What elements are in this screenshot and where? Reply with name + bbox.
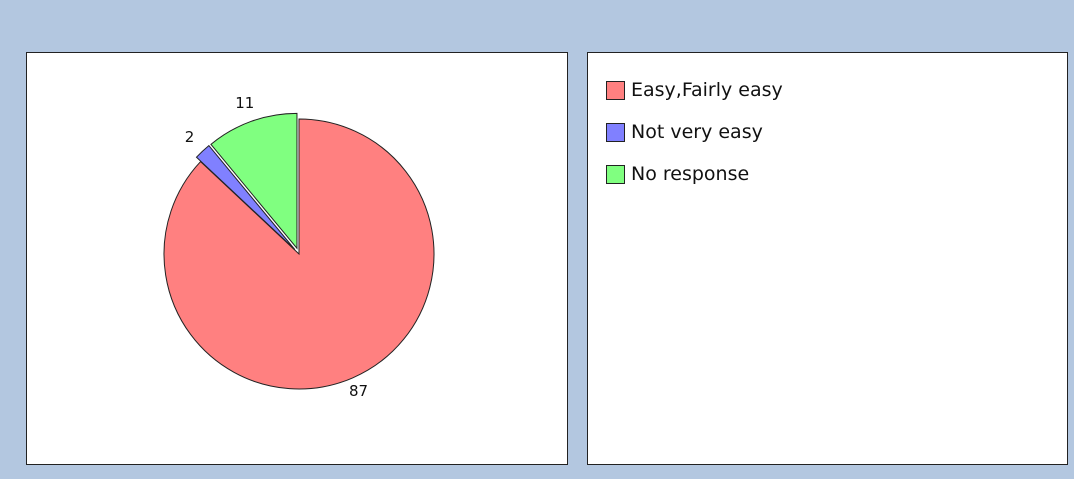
slice-label: 11 xyxy=(235,94,254,112)
pie-slice xyxy=(163,118,435,390)
legend-swatch xyxy=(606,122,625,142)
legend-label: Not very easy xyxy=(631,121,763,143)
pie-chart: 87 2 11 xyxy=(163,94,435,400)
legend-swatch xyxy=(606,164,625,184)
pie-slice xyxy=(195,144,296,250)
pie-slice xyxy=(210,112,298,250)
legend-swatch xyxy=(606,80,625,100)
legend-label: Easy,Fairly easy xyxy=(631,79,783,101)
slice-label: 87 xyxy=(349,382,368,400)
legend-item: No response xyxy=(606,163,749,185)
slice-label: 2 xyxy=(185,128,195,146)
legend-label: No response xyxy=(631,163,750,185)
legend-item: Easy,Fairly easy xyxy=(606,79,783,101)
legend-panel: Easy,Fairly easy Not very easy No response xyxy=(587,52,1068,465)
chart-panel: 87 2 11 xyxy=(26,52,568,465)
legend-item: Not very easy xyxy=(606,121,763,143)
